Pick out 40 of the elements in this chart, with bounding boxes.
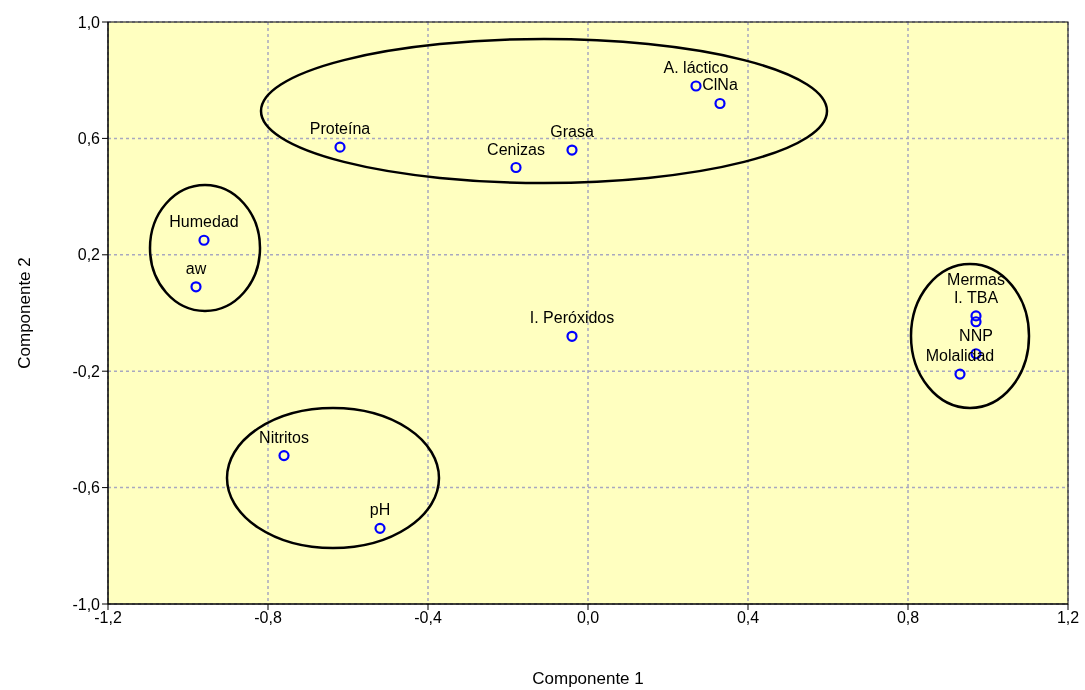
x-tick-label: 0,8 bbox=[896, 609, 920, 627]
point bbox=[690, 80, 702, 92]
annotation: Molalidad bbox=[925, 347, 995, 365]
x-tick-label: 0,0 bbox=[576, 609, 600, 627]
point bbox=[334, 141, 346, 153]
annotation: NNP bbox=[959, 326, 993, 344]
y-tick-label: 0,6 bbox=[77, 130, 101, 148]
point bbox=[374, 522, 386, 534]
annotation: Humedad bbox=[169, 213, 239, 231]
annotation: Nitritos bbox=[259, 428, 309, 446]
x-tick-label: -0,8 bbox=[254, 609, 282, 627]
point bbox=[954, 368, 966, 380]
annotation: Mermas bbox=[947, 270, 1005, 288]
y-axis-title: Componente 2 bbox=[15, 257, 34, 369]
annotation: I. Peróxidos bbox=[529, 309, 615, 327]
annotation: ClNa bbox=[702, 76, 738, 94]
annotation: aw bbox=[185, 259, 207, 277]
annotation: pH bbox=[369, 501, 391, 519]
y-tick-label: 0,2 bbox=[77, 246, 101, 264]
point bbox=[278, 449, 290, 462]
point bbox=[198, 234, 210, 246]
x-axis-title: Componente 1 bbox=[532, 669, 644, 688]
annotation: A. láctico bbox=[663, 59, 729, 77]
annotation: Cenizas bbox=[487, 140, 545, 158]
point bbox=[970, 310, 982, 322]
annotation: I. TBA bbox=[953, 288, 999, 306]
point bbox=[970, 316, 982, 328]
annotation: Proteína bbox=[309, 120, 371, 138]
x-tick-label: 0,4 bbox=[736, 609, 760, 627]
annotation: Grasa bbox=[550, 123, 594, 141]
y-tick-label: -0,6 bbox=[72, 479, 101, 497]
x-tick-label: -0,4 bbox=[414, 609, 442, 627]
point bbox=[714, 97, 726, 110]
point bbox=[510, 161, 522, 174]
point bbox=[566, 144, 578, 156]
point bbox=[566, 330, 578, 342]
point bbox=[190, 281, 202, 293]
y-tick-label: 1,0 bbox=[77, 13, 101, 31]
x-tick-label: 1,2 bbox=[1056, 609, 1080, 627]
y-tick-label: -0,2 bbox=[72, 362, 101, 380]
